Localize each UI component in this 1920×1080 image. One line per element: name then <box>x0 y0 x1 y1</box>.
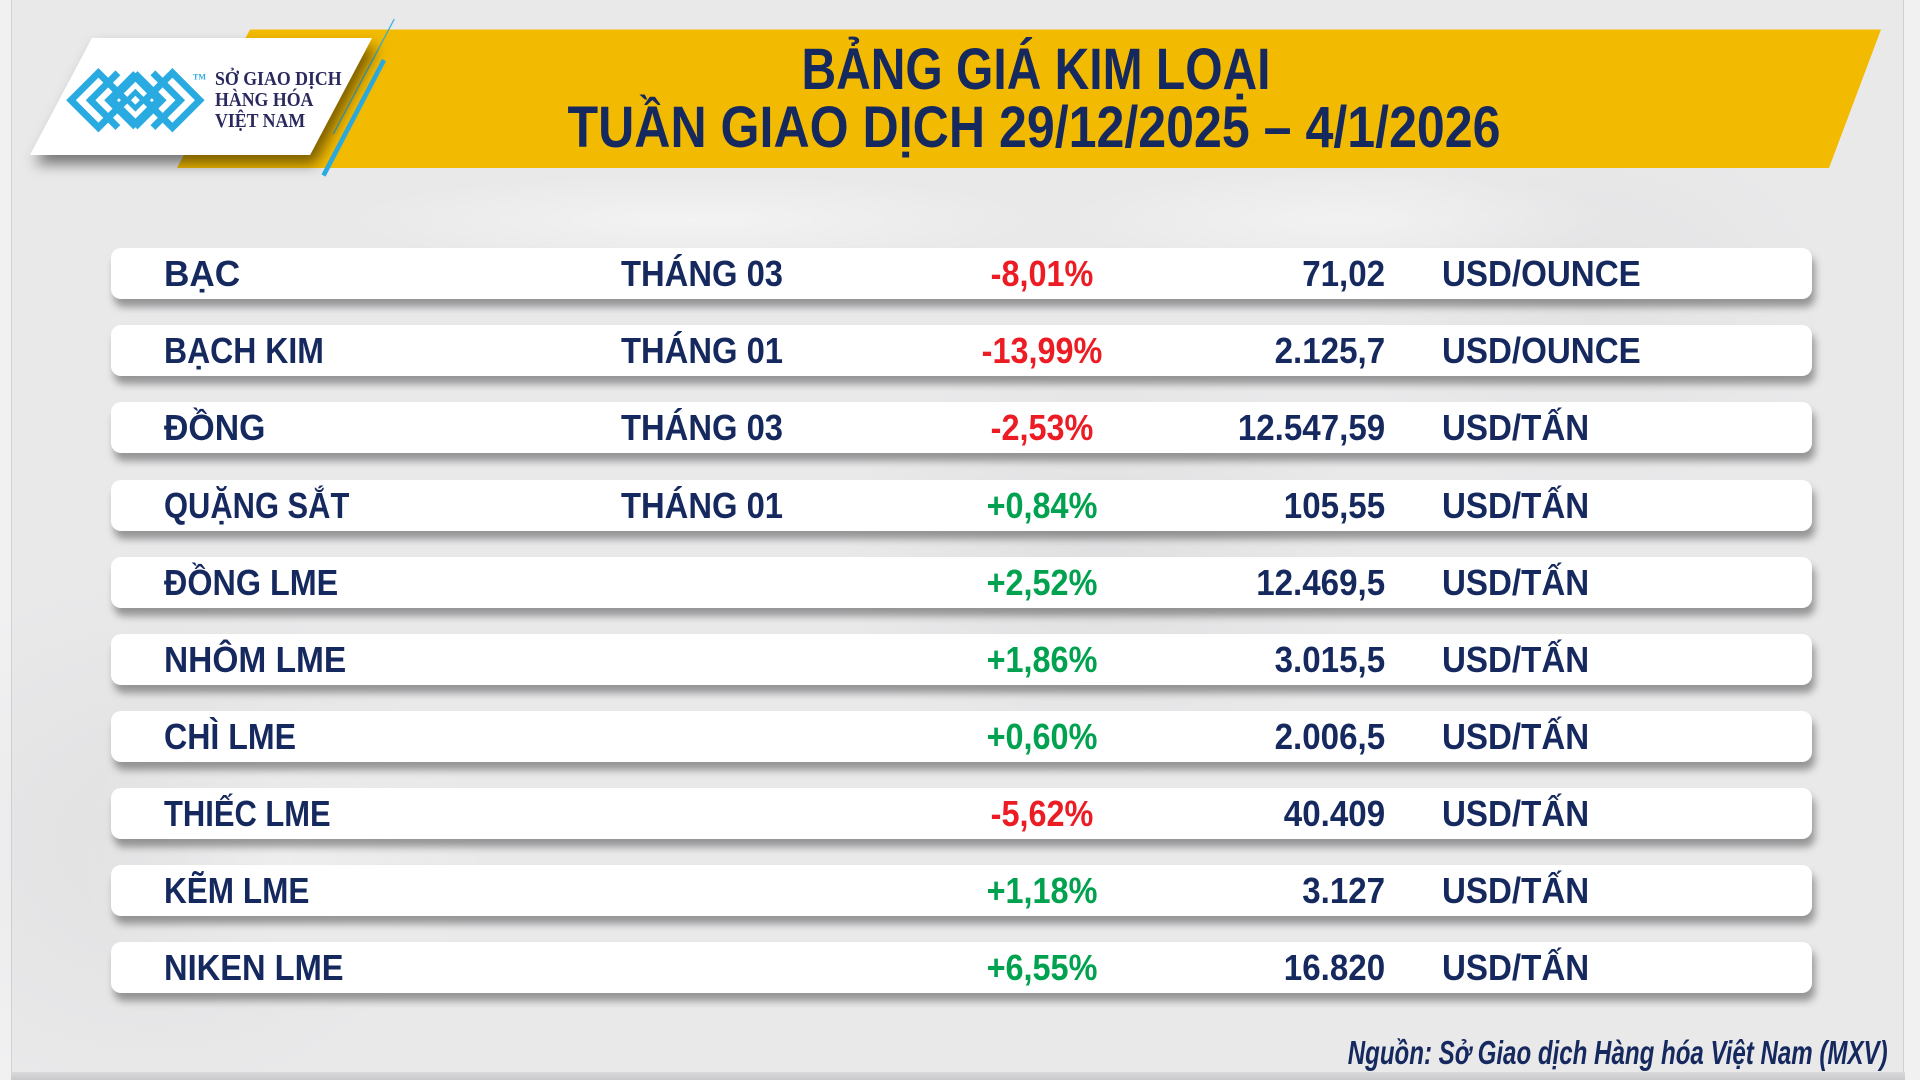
svg-text:TM: TM <box>193 73 206 82</box>
